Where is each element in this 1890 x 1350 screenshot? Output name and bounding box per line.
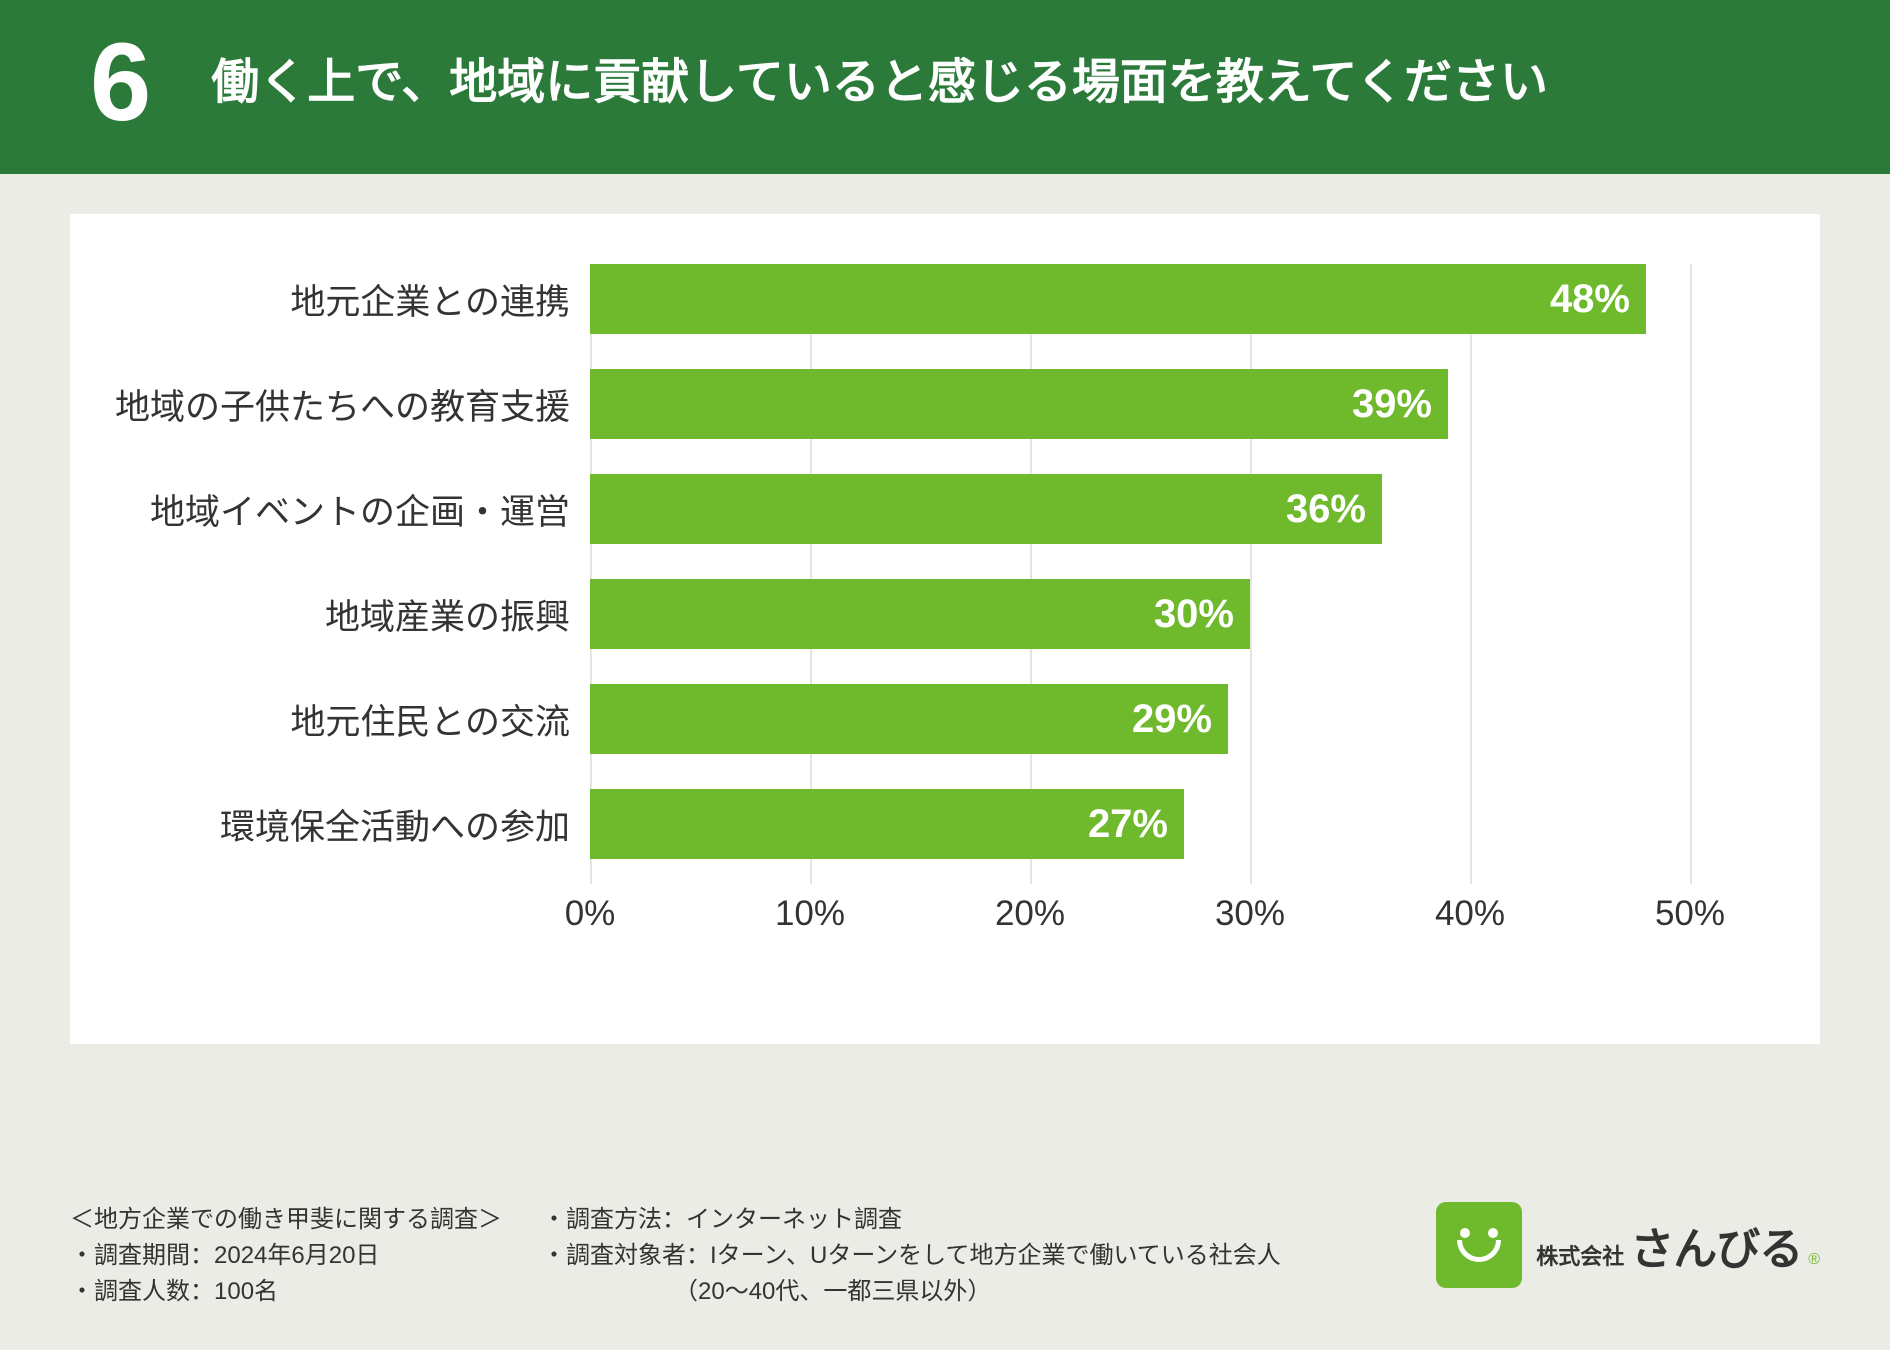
x-axis-tick-label: 10% [775, 894, 845, 934]
bar: 30% [590, 579, 1250, 649]
footer-col-1: ＜地方企業での働き甲斐に関する調査＞ ・調査期間：2024年6月20日 ・調査人… [70, 1202, 502, 1310]
bar-row: 地元住民との交流29% [590, 684, 1690, 754]
bar-row: 地元企業との連携48% [590, 264, 1690, 334]
footer-line: ＜地方企業での働き甲斐に関する調査＞ [70, 1202, 502, 1238]
bar: 29% [590, 684, 1228, 754]
bar-value-label: 48% [1550, 277, 1630, 322]
logo-face-icon [1436, 1202, 1522, 1288]
footer: ＜地方企業での働き甲斐に関する調査＞ ・調査期間：2024年6月20日 ・調査人… [70, 1202, 1820, 1310]
x-axis-tick-label: 40% [1435, 894, 1505, 934]
bar-value-label: 36% [1286, 487, 1366, 532]
chart-panel: 0%10%20%30%40%50%地元企業との連携48%地域の子供たちへの教育支… [70, 214, 1820, 1044]
bar-row: 地域イベントの企画・運営36% [590, 474, 1690, 544]
bar-row: 地域産業の振興30% [590, 579, 1690, 649]
bar: 27% [590, 789, 1184, 859]
footer-line: ・調査期間：2024年6月20日 [70, 1238, 502, 1274]
bar-category-label: 地域の子供たちへの教育支援 [115, 379, 590, 430]
footer-line: ・調査方法：インターネット調査 [542, 1202, 1436, 1238]
bar-value-label: 27% [1088, 802, 1168, 847]
slide-title: 働く上で、地域に貢献していると感じる場面を教えてください [211, 51, 1548, 116]
gridline [1690, 264, 1692, 884]
x-axis-tick-label: 0% [565, 894, 616, 934]
chart-area: 0%10%20%30%40%50%地元企業との連携48%地域の子供たちへの教育支… [590, 264, 1690, 934]
header-band: 6 働く上で、地域に貢献していると感じる場面を教えてください [0, 0, 1890, 174]
bar-value-label: 30% [1154, 592, 1234, 637]
bar: 48% [590, 264, 1646, 334]
logo-company-prefix: 株式会社 [1536, 1239, 1624, 1271]
footer-line: （20～40代、一都三県以外） [542, 1274, 1436, 1310]
logo-text: 株式会社 さんびる ® [1536, 1213, 1820, 1277]
bar-category-label: 環境保全活動への参加 [220, 799, 590, 850]
bar-value-label: 39% [1352, 382, 1432, 427]
logo-name: さんびる [1630, 1213, 1802, 1277]
bar-category-label: 地域産業の振興 [325, 589, 590, 640]
bar-row: 地域の子供たちへの教育支援39% [590, 369, 1690, 439]
bar-value-label: 29% [1132, 697, 1212, 742]
logo: 株式会社 さんびる ® [1436, 1202, 1820, 1288]
bar-category-label: 地域イベントの企画・運営 [150, 484, 590, 535]
x-axis-tick-label: 20% [995, 894, 1065, 934]
bar-category-label: 地元住民との交流 [290, 694, 590, 745]
footer-line: ・調査人数：100名 [70, 1274, 502, 1310]
footer-col-2: ・調査方法：インターネット調査 ・調査対象者：Iターン、Uターンをして地方企業で… [542, 1202, 1436, 1310]
slide-number: 6 [90, 28, 151, 138]
footer-line: ・調査対象者：Iターン、Uターンをして地方企業で働いている社会人 [542, 1238, 1436, 1274]
x-axis-tick-label: 50% [1655, 894, 1725, 934]
logo-registered-icon: ® [1808, 1251, 1820, 1269]
bar-row: 環境保全活動への参加27% [590, 789, 1690, 859]
bar: 39% [590, 369, 1448, 439]
x-axis-tick-label: 30% [1215, 894, 1285, 934]
bar: 36% [590, 474, 1382, 544]
bar-category-label: 地元企業との連携 [290, 274, 590, 325]
